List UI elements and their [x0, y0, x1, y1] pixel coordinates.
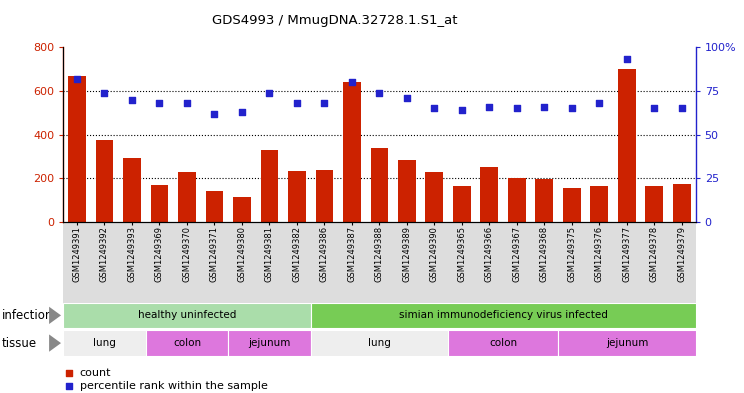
Point: [676, 105, 688, 112]
Text: count: count: [80, 368, 111, 378]
Text: lung: lung: [93, 338, 116, 348]
Text: tissue: tissue: [1, 336, 36, 350]
Point: [98, 90, 110, 96]
Bar: [371, 148, 388, 222]
Bar: [288, 171, 306, 222]
Bar: [563, 188, 581, 222]
Point: [71, 75, 83, 82]
Bar: [536, 180, 554, 222]
Bar: [508, 178, 526, 222]
Point: [236, 109, 248, 115]
Bar: [311, 303, 696, 328]
Bar: [146, 330, 228, 356]
Point: [401, 95, 413, 101]
Point: [621, 56, 633, 62]
Point: [346, 79, 358, 85]
Point: [291, 100, 303, 106]
Bar: [260, 150, 278, 222]
Bar: [68, 75, 86, 222]
Bar: [591, 186, 609, 222]
Point: [649, 105, 661, 112]
Text: healthy uninfected: healthy uninfected: [138, 310, 236, 320]
Bar: [343, 82, 361, 222]
Text: lung: lung: [368, 338, 391, 348]
Bar: [426, 172, 443, 222]
Text: jejunum: jejunum: [606, 338, 648, 348]
Bar: [150, 185, 168, 222]
Text: infection: infection: [1, 309, 53, 322]
Point: [181, 100, 193, 106]
Point: [566, 105, 578, 112]
Bar: [63, 330, 146, 356]
Point: [62, 383, 74, 389]
Text: percentile rank within the sample: percentile rank within the sample: [80, 381, 268, 391]
Bar: [205, 191, 223, 222]
Point: [539, 103, 551, 110]
Bar: [228, 330, 311, 356]
Point: [511, 105, 523, 112]
Text: colon: colon: [173, 338, 201, 348]
Bar: [95, 140, 113, 222]
Bar: [558, 330, 696, 356]
Bar: [311, 330, 448, 356]
Bar: [63, 303, 311, 328]
Bar: [448, 330, 558, 356]
Bar: [178, 172, 196, 222]
Point: [153, 100, 165, 106]
Point: [456, 107, 468, 113]
Bar: [398, 160, 416, 222]
Bar: [618, 69, 636, 222]
Bar: [481, 167, 498, 222]
Text: GDS4993 / MmugDNA.32728.1.S1_at: GDS4993 / MmugDNA.32728.1.S1_at: [212, 14, 458, 27]
Point: [484, 103, 496, 110]
Bar: [673, 184, 691, 222]
Point: [318, 100, 330, 106]
Bar: [315, 170, 333, 222]
Bar: [646, 186, 664, 222]
Text: colon: colon: [489, 338, 517, 348]
Point: [373, 90, 385, 96]
Bar: [233, 197, 251, 222]
Text: simian immunodeficiency virus infected: simian immunodeficiency virus infected: [399, 310, 608, 320]
Bar: [123, 158, 141, 222]
Point: [62, 370, 74, 376]
Point: [126, 96, 138, 103]
Text: jejunum: jejunum: [248, 338, 291, 348]
Bar: [453, 186, 471, 222]
Point: [263, 90, 275, 96]
Point: [429, 105, 440, 112]
Point: [594, 100, 606, 106]
Point: [208, 110, 220, 117]
